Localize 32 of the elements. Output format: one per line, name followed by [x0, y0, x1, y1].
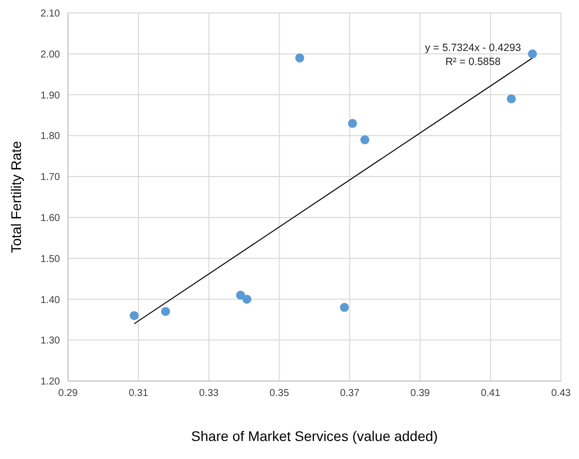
- point: [340, 302, 349, 312]
- x-axis-title: Share of Market Services (value added): [191, 428, 438, 444]
- point: [360, 135, 370, 144]
- x-tick-label: 0.39: [410, 388, 430, 400]
- y-tick-label: 1.40: [40, 294, 60, 306]
- x-tick-label: 0.31: [128, 388, 149, 400]
- x-tick-label: 0.29: [58, 388, 78, 400]
- annotation: y = 5.7324x - 0.4293: [424, 41, 522, 55]
- point: [295, 53, 304, 62]
- annotation: R² = 0.5858: [444, 55, 502, 69]
- y-tick-label: 1.50: [40, 254, 60, 265]
- x-tick-label: 0.41: [480, 388, 501, 400]
- point: [506, 94, 516, 104]
- x-tick-label: 0.37: [340, 388, 360, 400]
- y-tick-label: 1.60: [40, 212, 60, 224]
- y-tick-label: 1.80: [40, 131, 60, 142]
- y-axis-title: Total Fertility Rate: [8, 140, 24, 254]
- x-tick-label: 0.35: [270, 388, 290, 400]
- y-tick-label: 1.30: [40, 336, 60, 347]
- y-tick-label: 1.90: [40, 90, 60, 102]
- point: [130, 311, 139, 320]
- y-tick-label: 2.00: [40, 49, 60, 60]
- x-tick-label: 0.33: [199, 388, 220, 400]
- y-tick-label: 2.10: [40, 8, 60, 20]
- x-tick-label: 0.43: [551, 388, 572, 400]
- point: [242, 294, 252, 304]
- point: [348, 118, 358, 128]
- point: [161, 306, 170, 316]
- point: [528, 49, 537, 58]
- y-tick-label: 1.70: [40, 172, 60, 184]
- point: [236, 290, 246, 300]
- y-tick-label: 1.20: [40, 376, 60, 388]
